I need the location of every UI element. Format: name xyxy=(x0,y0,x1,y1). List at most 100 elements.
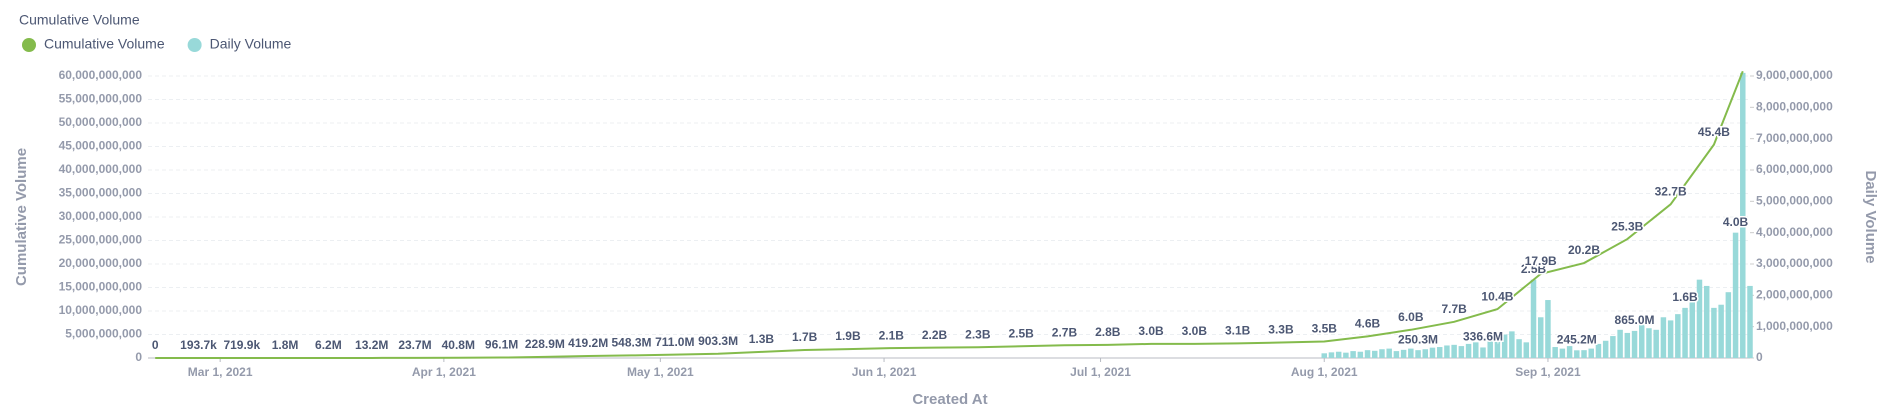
bar xyxy=(1473,342,1479,358)
bar xyxy=(1364,350,1371,358)
y2-tick-label: 8,000,000,000 xyxy=(1756,100,1833,114)
y-axis-title: Cumulative Volume xyxy=(13,148,30,286)
bar xyxy=(1444,345,1450,358)
bar xyxy=(1465,343,1472,358)
bar xyxy=(1523,342,1530,358)
bar xyxy=(1552,347,1558,358)
chart-title: Cumulative Volume xyxy=(19,12,140,28)
value-label: 6.0B xyxy=(1398,310,1424,324)
value-label: 1.6B xyxy=(1672,290,1698,304)
y-tick-label: 10,000,000,000 xyxy=(59,303,143,317)
value-label: 2.2B xyxy=(922,328,948,342)
y2-axis-title: Daily Volume xyxy=(1862,170,1879,263)
bar xyxy=(1343,352,1349,358)
bar xyxy=(1451,344,1457,358)
y2-tick-label: 2,000,000,000 xyxy=(1756,288,1833,302)
value-label: 2.3B xyxy=(965,327,991,341)
x-tick-label: Jul 1, 2021 xyxy=(1070,365,1131,379)
bar xyxy=(1682,307,1688,358)
bar xyxy=(1386,348,1392,358)
value-label: 2.5B xyxy=(1521,262,1547,276)
bar xyxy=(1321,353,1327,358)
bar xyxy=(1725,292,1732,358)
value-label: 228.9M xyxy=(525,337,565,351)
y-tick-label: 5,000,000,000 xyxy=(65,327,142,341)
value-label: 711.0M xyxy=(655,335,694,349)
value-label: 13.2M xyxy=(355,338,388,352)
bar xyxy=(1537,317,1544,358)
y-tick-label: 55,000,000,000 xyxy=(59,92,143,106)
value-label: 96.1M xyxy=(485,338,518,352)
bar xyxy=(1400,349,1407,358)
y2-tick-label: 6,000,000,000 xyxy=(1756,162,1833,176)
bar xyxy=(1660,317,1667,358)
bar xyxy=(1545,300,1551,358)
bar xyxy=(1740,72,1746,358)
bar xyxy=(1639,323,1645,358)
bar xyxy=(1516,339,1522,358)
value-label: 1.9B xyxy=(835,329,861,343)
value-label: 3.1B xyxy=(1225,324,1251,338)
value-label: 3.3B xyxy=(1268,323,1294,337)
value-label: 3.5B xyxy=(1312,322,1338,336)
bar xyxy=(1559,348,1566,358)
value-label: 245.2M xyxy=(1557,332,1597,346)
bar xyxy=(1732,232,1739,358)
y-tick-label: 40,000,000,000 xyxy=(59,162,143,176)
bar xyxy=(1574,350,1580,358)
bar xyxy=(1429,347,1436,358)
bar xyxy=(1335,351,1342,358)
value-label: 1.7B xyxy=(792,330,818,344)
bar xyxy=(1379,349,1385,358)
bar xyxy=(1653,329,1659,358)
bar xyxy=(1581,350,1587,358)
bar xyxy=(1408,348,1414,358)
y-tick-label: 60,000,000,000 xyxy=(59,68,143,82)
bar xyxy=(1747,285,1753,358)
value-label: 2.5B xyxy=(1008,326,1034,340)
value-label: 4.0B xyxy=(1723,215,1749,229)
value-label: 25.3B xyxy=(1611,219,1643,233)
value-label: 23.7M xyxy=(398,338,431,352)
bar xyxy=(1357,351,1364,358)
bar xyxy=(1487,340,1493,358)
value-label: 903.3M xyxy=(698,334,738,348)
y2-tick-label: 3,000,000,000 xyxy=(1756,256,1833,270)
value-label: 4.6B xyxy=(1355,317,1381,331)
bar xyxy=(1617,329,1623,358)
x-tick-label: May 1, 2021 xyxy=(627,365,694,379)
legend-marker xyxy=(22,38,36,52)
x-axis-title: Created At xyxy=(912,391,987,408)
value-label: 6.2M xyxy=(315,338,342,352)
bar xyxy=(1480,347,1486,358)
bar xyxy=(1458,346,1465,358)
bar xyxy=(1610,336,1616,358)
y2-tick-label: 9,000,000,000 xyxy=(1756,68,1833,82)
legend-label: Daily Volume xyxy=(210,36,292,52)
bar xyxy=(1689,298,1696,358)
value-label: 10.4B xyxy=(1481,289,1513,303)
value-label: 3.0B xyxy=(1138,324,1164,338)
y-tick-label: 15,000,000,000 xyxy=(59,280,143,294)
value-label: 250.3M xyxy=(1398,332,1438,346)
bar xyxy=(1328,352,1335,358)
value-label: 20.2B xyxy=(1568,243,1600,257)
value-label: 193.7k xyxy=(180,338,217,352)
value-label: 7.7B xyxy=(1441,302,1467,316)
y-tick-label: 45,000,000,000 xyxy=(59,139,143,153)
y-tick-label: 30,000,000,000 xyxy=(59,209,143,223)
value-label: 548.3M xyxy=(611,336,651,350)
value-label: 865.0M xyxy=(1615,313,1655,327)
y2-tick-label: 0 xyxy=(1756,350,1763,364)
bar xyxy=(1711,307,1717,358)
y2-tick-label: 4,000,000,000 xyxy=(1756,225,1833,239)
bar xyxy=(1703,285,1710,358)
y-tick-label: 35,000,000,000 xyxy=(59,186,143,200)
value-label: 1.8M xyxy=(272,338,299,352)
bar xyxy=(1436,347,1443,358)
value-label: 17.9B xyxy=(1525,254,1557,268)
bar xyxy=(1494,339,1501,358)
bar xyxy=(1624,332,1631,358)
bar xyxy=(1718,304,1724,358)
bar xyxy=(1602,340,1609,358)
